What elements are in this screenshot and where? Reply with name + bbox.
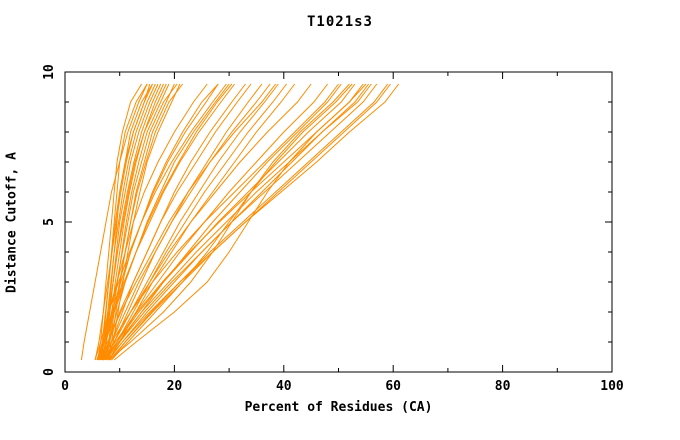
x-tick-label: 80 bbox=[495, 379, 511, 394]
y-axis-label: Distance Cutoff, A bbox=[4, 152, 20, 293]
model-curve bbox=[80, 83, 148, 361]
model-curve bbox=[101, 83, 271, 361]
model-curve bbox=[102, 83, 312, 361]
model-curve bbox=[102, 83, 230, 361]
model-curve bbox=[97, 83, 276, 361]
model-curve bbox=[105, 83, 287, 361]
x-tick-label: 100 bbox=[600, 379, 624, 394]
x-tick-label: 60 bbox=[385, 379, 401, 394]
x-tick-label: 40 bbox=[276, 379, 292, 394]
chart-title: T1021s3 bbox=[306, 14, 373, 30]
model-curve bbox=[108, 83, 350, 361]
model-curve bbox=[97, 83, 208, 361]
model-curve bbox=[101, 83, 162, 361]
x-axis-label: Percent of Residues (CA) bbox=[244, 400, 433, 415]
model-curve bbox=[97, 83, 143, 361]
model-curve bbox=[113, 83, 367, 361]
model-curve bbox=[111, 83, 353, 361]
model-curve bbox=[94, 83, 153, 361]
y-tick-label: 0 bbox=[42, 368, 57, 376]
y-tick-label: 10 bbox=[42, 64, 57, 80]
model-curve bbox=[98, 83, 219, 361]
x-tick-label: 20 bbox=[167, 379, 183, 394]
x-tick-label: 0 bbox=[61, 379, 69, 394]
model-curve bbox=[102, 83, 356, 361]
model-curve bbox=[100, 83, 148, 361]
model-curve bbox=[105, 83, 183, 361]
model-curve bbox=[109, 83, 389, 361]
model-curve bbox=[100, 83, 339, 361]
model-curve bbox=[107, 83, 400, 361]
model-curve bbox=[97, 83, 235, 361]
model-curve bbox=[102, 83, 159, 361]
y-tick-label: 5 bbox=[42, 218, 57, 226]
model-curve bbox=[104, 83, 372, 361]
